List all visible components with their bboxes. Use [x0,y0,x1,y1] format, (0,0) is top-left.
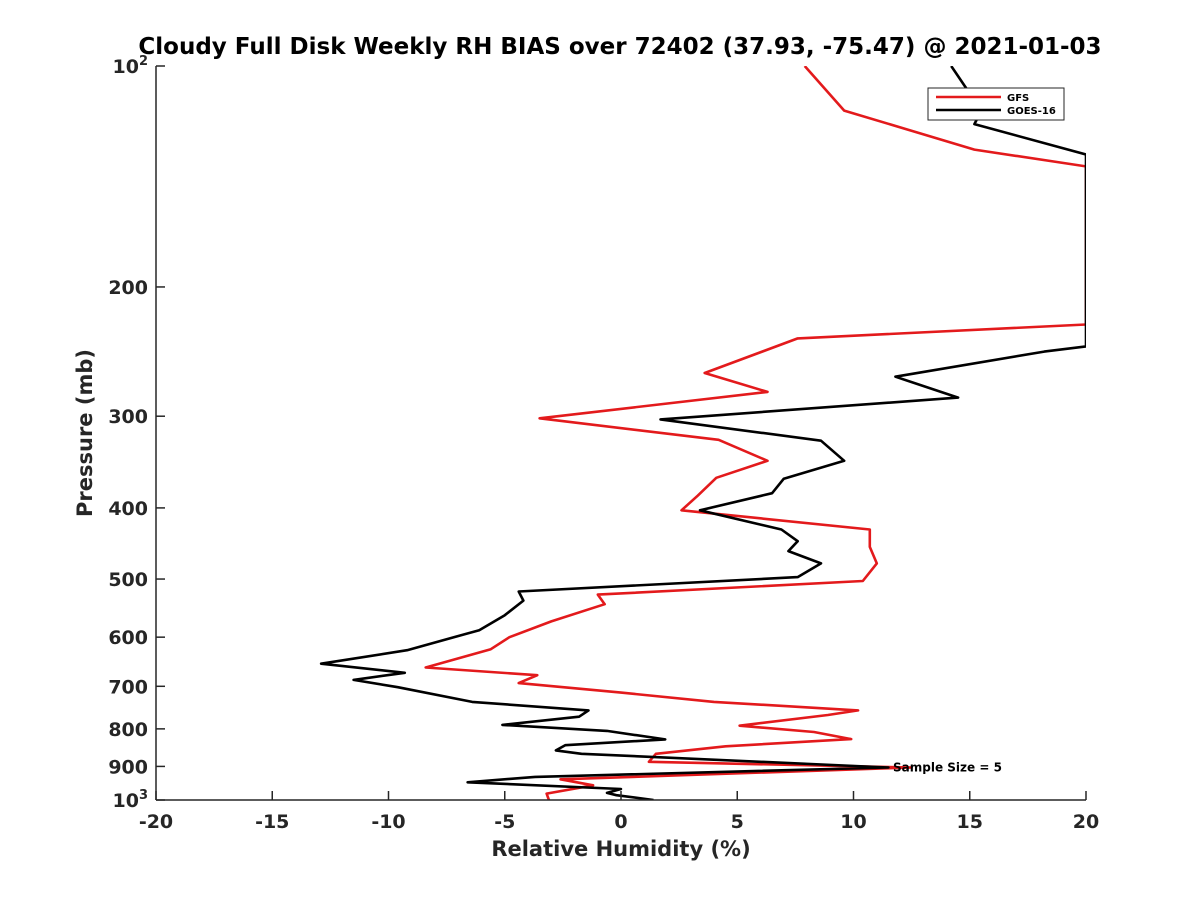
x-axis-label: Relative Humidity (%) [491,837,750,861]
y-tick-label: 800 [108,719,148,741]
sample-size-annotation: Sample Size = 5 [893,760,1002,774]
series-layer [319,66,1086,800]
series-line-0 [424,66,1086,800]
legend-label-gfs: GFS [1007,93,1029,104]
x-tick-label: -10 [371,811,405,833]
x-tick-label: 15 [957,811,983,833]
x-tick-label: -20 [139,811,173,833]
x-tick-label: 5 [731,811,744,833]
y-tick-label: 300 [108,406,148,428]
x-tick-label: -5 [494,811,515,833]
y-tick-label: 400 [108,498,148,520]
y-ticks: 102 200 300 400 500 600 700 800 900 103 [108,54,165,812]
y-tick-label: 102 [113,54,149,78]
y-tick-label: 700 [108,676,148,698]
chart-title: Cloudy Full Disk Weekly RH BIAS over 724… [138,34,1101,60]
x-tick-label: -15 [255,811,289,833]
y-tick-label: 103 [113,788,149,812]
y-tick-label: 900 [108,756,148,778]
y-tick-label: 600 [108,627,148,649]
x-ticks: -20 -15 -10 -5 0 5 10 15 20 [139,791,1099,833]
legend: GFS GOES-16 [927,87,1065,121]
legend-label-goes16: GOES-16 [1007,106,1056,117]
y-axis-label: Pressure (mb) [73,349,97,517]
x-tick-label: 20 [1073,811,1099,833]
y-tick-label: 500 [108,569,148,591]
y-tick-label: 200 [108,277,148,299]
x-tick-label: 0 [614,811,627,833]
series-line-1 [319,66,1086,800]
plot-area: -20 -15 -10 -5 0 5 10 15 20 102 200 300 400 500 600 70… [108,54,1099,833]
x-tick-label: 10 [840,811,866,833]
legend-box [927,87,1065,121]
